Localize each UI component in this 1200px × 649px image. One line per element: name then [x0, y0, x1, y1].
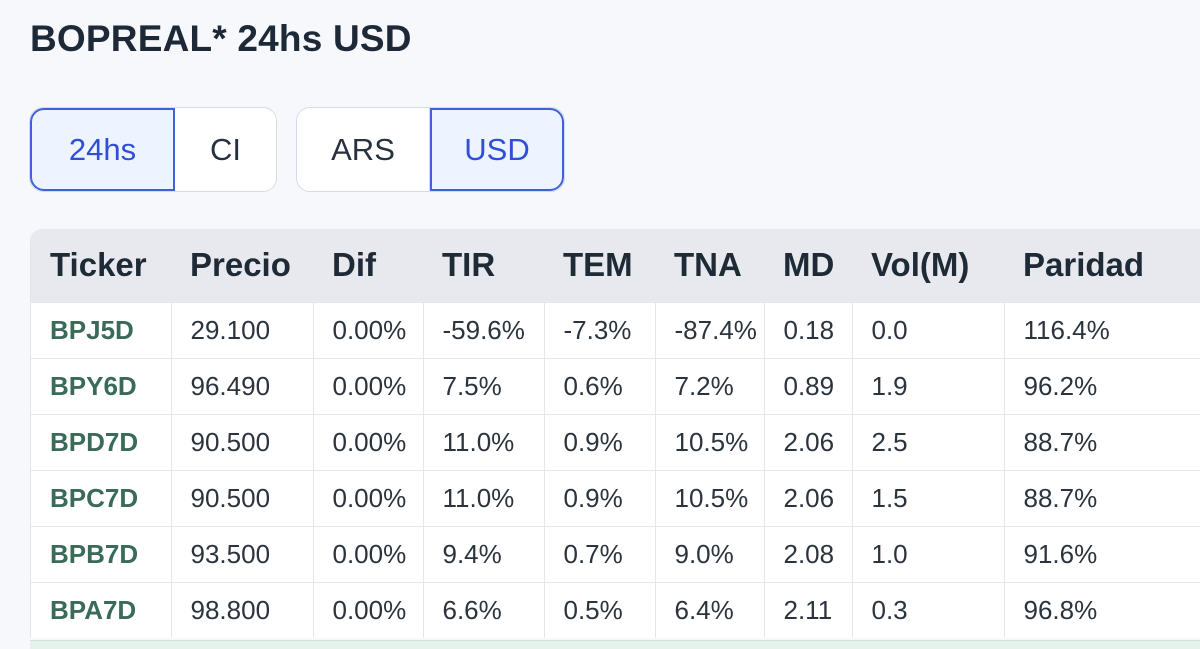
column-header-paridad[interactable]: Paridad — [1023, 246, 1145, 284]
toggle-usd-button[interactable]: USD — [430, 108, 564, 191]
vol-cell: 2.5 — [852, 413, 1005, 470]
vol-cell: 0.0 — [852, 301, 1005, 358]
vol-cell: 1.0 — [852, 525, 1005, 582]
paridad-cell: 96.8% — [1004, 581, 1200, 638]
tir-cell: 11.0% — [423, 413, 545, 470]
ticker-cell[interactable]: BPJ5D — [31, 301, 172, 358]
ticker-cell[interactable]: BPA7D — [31, 581, 172, 638]
column-header-tir[interactable]: TIR — [442, 246, 496, 284]
paridad-cell: 88.7% — [1004, 413, 1200, 470]
tem-cell: 0.6% — [544, 357, 656, 414]
ticker-cell[interactable]: BPY6D — [31, 357, 172, 414]
table-row[interactable]: BPA7D 98.800 0.00% 6.6% 0.5% 6.4% 2.11 0… — [31, 581, 1200, 638]
paridad-cell: 91.6% — [1004, 525, 1200, 582]
column-header-tna[interactable]: TNA — [674, 246, 742, 284]
ticker-cell[interactable]: BPB7D — [31, 525, 172, 582]
precio-cell: 90.500 — [171, 413, 314, 470]
vol-cell: 1.5 — [852, 469, 1005, 526]
paridad-cell: 88.7% — [1004, 469, 1200, 526]
tem-cell: 0.5% — [544, 581, 656, 638]
tem-cell: -7.3% — [544, 301, 656, 358]
tna-cell: -87.4% — [655, 301, 765, 358]
dif-cell: 0.00% — [313, 525, 424, 582]
currency-toggle-group: ARS USD — [296, 107, 565, 192]
tna-cell: 7.2% — [655, 357, 765, 414]
toggle-ars-button[interactable]: ARS — [297, 108, 430, 191]
md-cell: 2.06 — [764, 413, 853, 470]
md-cell: 2.08 — [764, 525, 853, 582]
precio-cell: 93.500 — [171, 525, 314, 582]
tem-cell: 0.9% — [544, 413, 656, 470]
dif-cell: 0.00% — [313, 357, 424, 414]
md-cell: 0.18 — [764, 301, 853, 358]
bonds-table: Ticker Precio Dif TIR TEM TNA MD Vol(M) … — [31, 229, 1200, 638]
toggle-24hs-button[interactable]: 24hs — [30, 108, 175, 191]
md-cell: 2.06 — [764, 469, 853, 526]
column-header-ticker[interactable]: Ticker — [50, 246, 147, 284]
vol-cell: 1.9 — [852, 357, 1005, 414]
md-cell: 0.89 — [764, 357, 853, 414]
settlement-toggle-group: 24hs CI — [29, 107, 277, 192]
ticker-cell[interactable]: BPD7D — [31, 413, 172, 470]
vol-cell: 0.3 — [852, 581, 1005, 638]
md-cell: 2.11 — [764, 581, 853, 638]
table-row[interactable]: BPD7D 90.500 0.00% 11.0% 0.9% 10.5% 2.06… — [31, 413, 1200, 470]
precio-cell: 90.500 — [171, 469, 314, 526]
page-title: BOPREAL* 24hs USD — [30, 18, 412, 59]
precio-cell: 98.800 — [171, 581, 314, 638]
next-row-edge — [30, 640, 1200, 649]
table-row[interactable]: BPY6D 96.490 0.00% 7.5% 0.6% 7.2% 0.89 1… — [31, 357, 1200, 414]
tna-cell: 6.4% — [655, 581, 765, 638]
table-row[interactable]: BPJ5D 29.100 0.00% -59.6% -7.3% -87.4% 0… — [31, 301, 1200, 358]
column-header-md[interactable]: MD — [783, 246, 835, 284]
tir-cell: 7.5% — [423, 357, 545, 414]
ticker-cell[interactable]: BPC7D — [31, 469, 172, 526]
precio-cell: 96.490 — [171, 357, 314, 414]
dif-cell: 0.00% — [313, 413, 424, 470]
tna-cell: 9.0% — [655, 525, 765, 582]
table-row[interactable]: BPB7D 93.500 0.00% 9.4% 0.7% 9.0% 2.08 1… — [31, 525, 1200, 582]
paridad-cell: 96.2% — [1004, 357, 1200, 414]
paridad-cell: 116.4% — [1004, 301, 1200, 358]
column-header-vol[interactable]: Vol(M) — [871, 246, 970, 284]
tna-cell: 10.5% — [655, 413, 765, 470]
tir-cell: 6.6% — [423, 581, 545, 638]
dif-cell: 0.00% — [313, 301, 424, 358]
dif-cell: 0.00% — [313, 469, 424, 526]
tem-cell: 0.7% — [544, 525, 656, 582]
column-header-precio[interactable]: Precio — [190, 246, 291, 284]
column-header-tem[interactable]: TEM — [563, 246, 633, 284]
tir-cell: 11.0% — [423, 469, 545, 526]
table-row[interactable]: BPC7D 90.500 0.00% 11.0% 0.9% 10.5% 2.06… — [31, 469, 1200, 526]
toggle-ci-button[interactable]: CI — [175, 108, 276, 191]
tir-cell: -59.6% — [423, 301, 545, 358]
bonds-table-container: Ticker Precio Dif TIR TEM TNA MD Vol(M) … — [30, 229, 1200, 638]
table-header-row: Ticker Precio Dif TIR TEM TNA MD Vol(M) … — [31, 229, 1200, 302]
tir-cell: 9.4% — [423, 525, 545, 582]
precio-cell: 29.100 — [171, 301, 314, 358]
tem-cell: 0.9% — [544, 469, 656, 526]
dif-cell: 0.00% — [313, 581, 424, 638]
tna-cell: 10.5% — [655, 469, 765, 526]
column-header-dif[interactable]: Dif — [332, 246, 376, 284]
